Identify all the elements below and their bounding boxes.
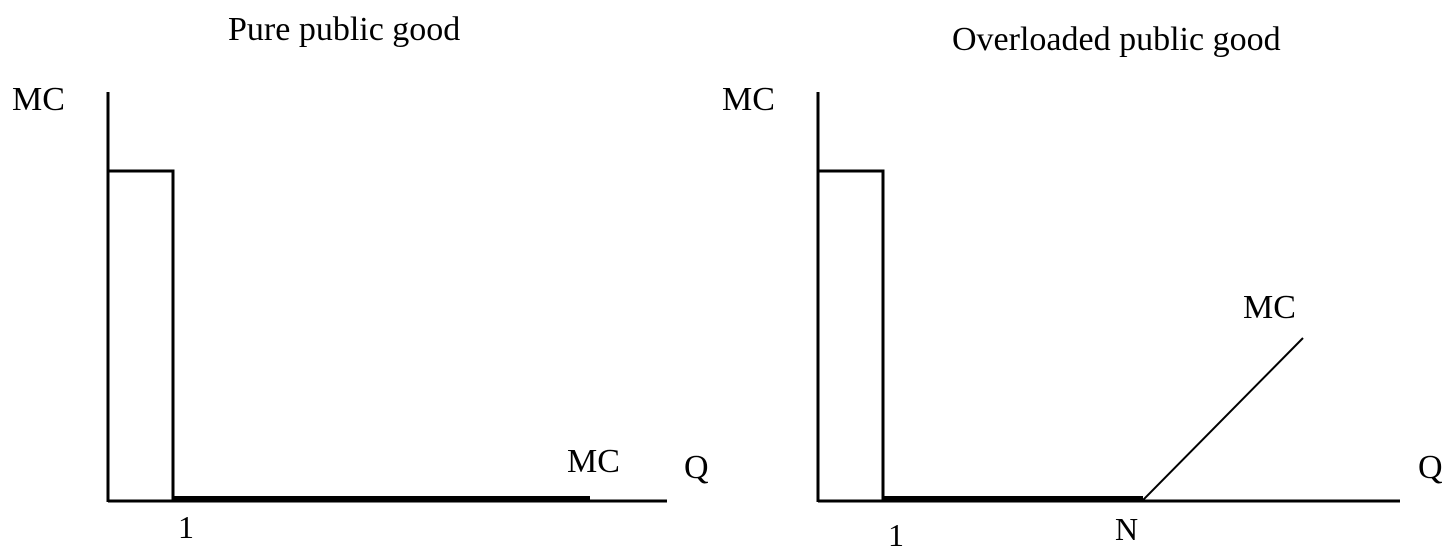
left-panel-title: Pure public good [228, 11, 460, 48]
right-mc-first-unit [818, 169, 885, 501]
left-x-axis-label: Q [684, 449, 709, 486]
left-mc-curve-label: MC [567, 443, 620, 480]
right-x-axis-label: Q [1418, 449, 1443, 486]
right-tick-1: 1 [888, 517, 904, 553]
right-y-axis-label: MC [722, 81, 775, 118]
left-tick-1: 1 [178, 509, 194, 545]
right-mc-rising-line [1142, 337, 1304, 501]
left-mc-first-unit [108, 169, 175, 501]
left-panel: Pure public good MC MC Q 1 [12, 11, 709, 545]
right-tick-n: N [1115, 511, 1138, 547]
left-y-axis-label: MC [12, 81, 65, 118]
right-mc-curve-label: MC [1243, 289, 1296, 326]
right-panel: Overloaded public good MC MC Q 1 N [722, 21, 1443, 553]
right-panel-title: Overloaded public good [952, 21, 1281, 58]
